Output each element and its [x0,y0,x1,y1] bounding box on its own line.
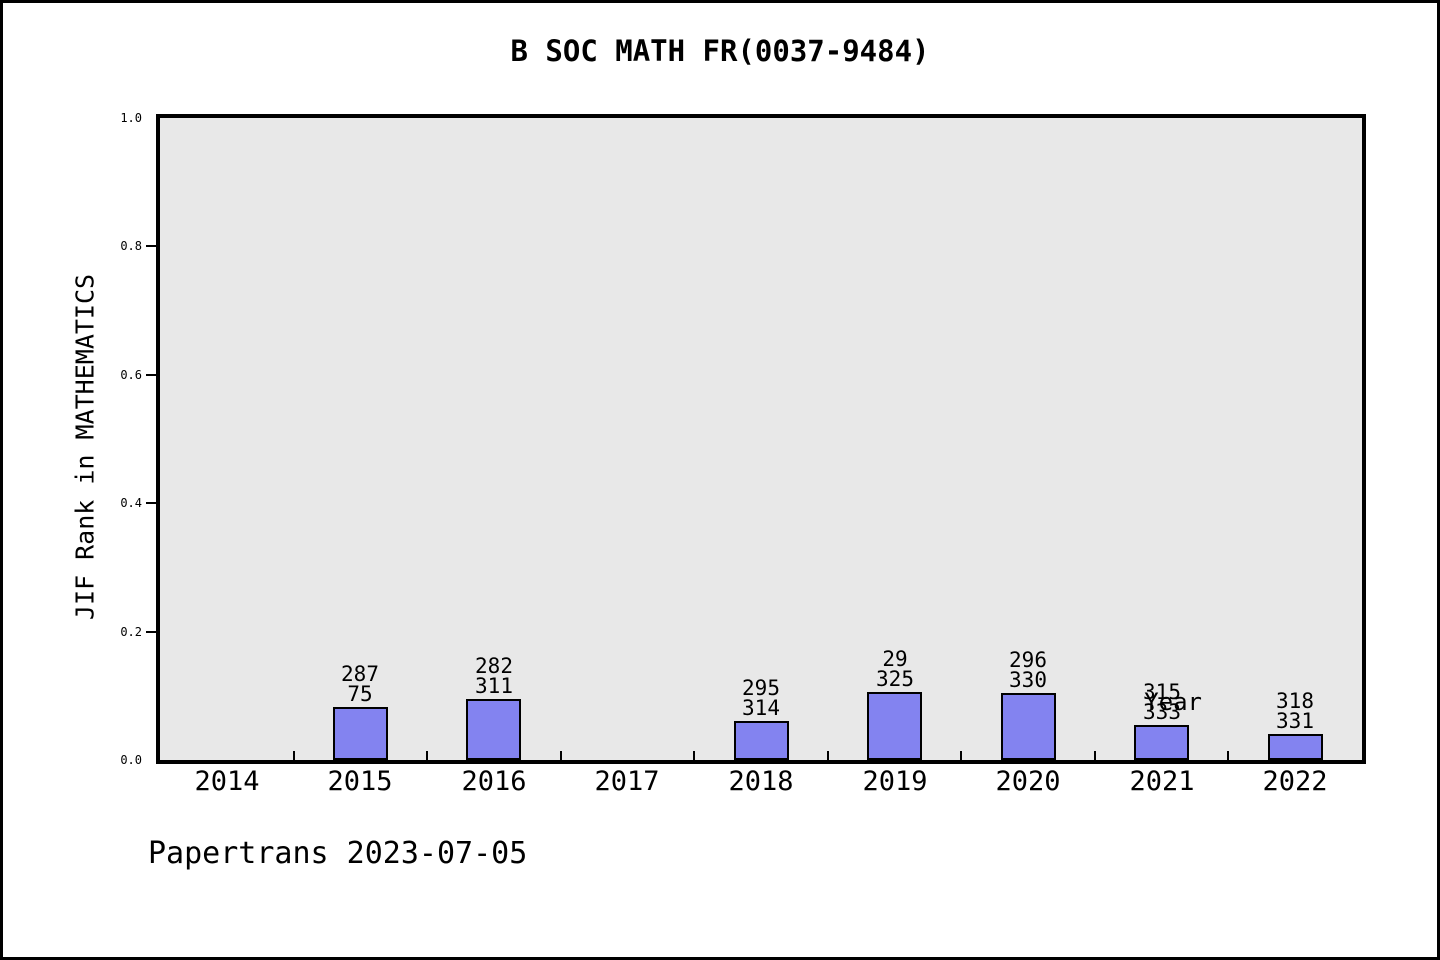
bar-value-label: 282 311 [419,654,569,698]
bar-value-line: 282 [475,654,513,678]
x-boundary-tick [1227,751,1229,760]
y-tick-mark [146,630,160,633]
y-tick-label: 0.2 [120,624,142,639]
bar-value-line: 325 [876,667,914,691]
y-tick-mark [146,502,160,505]
y-tick-label: 0.8 [120,239,142,254]
bar-value-line: 75 [347,682,373,706]
x-boundary-tick [293,751,295,760]
bar-value-line: 333 [1143,700,1181,724]
footer-watermark: Papertrans 2023-07-05 [148,836,528,871]
bar-value-line: 331 [1276,709,1314,733]
x-axis-label: Year [1144,688,1202,716]
x-tick-label: 2019 [862,766,928,797]
bar-2016 [466,699,521,760]
x-boundary-tick [960,751,962,760]
bar-value-line: 318 [1276,689,1314,713]
bar-2015 [333,707,388,760]
x-tick-label: 2015 [327,766,393,797]
bar-value-line: 311 [475,674,513,698]
y-tick-label: 0.6 [120,367,142,382]
bar-2018 [734,721,789,760]
y-tick-label: 0.4 [120,496,142,511]
x-boundary-tick [827,751,829,760]
x-boundary-tick [426,751,428,760]
y-tick-mark [146,373,160,376]
chart-title: B SOC MATH FR(0037-9484) [510,34,930,68]
x-boundary-tick [1094,751,1096,760]
bar-value-line: 315 [1143,680,1181,704]
bar-value-label: 295 314 [686,676,836,720]
bar-value-line: 330 [1009,668,1047,692]
bar-2021 [1134,725,1189,760]
bar-value-label: 315 333 [1087,680,1237,724]
plot-area: 0.0 0.2 0.4 0.6 0.8 1.0 2014 2015 287 75 2016 282 31… [120,111,1366,797]
x-tick-label: 2016 [461,766,527,797]
x-tick-label: 2020 [995,766,1061,797]
y-tick-label: 0.0 [120,753,142,767]
y-tick-label: 1.0 [120,111,142,125]
bar-value-line: 295 [742,676,780,700]
x-tick-label: 2017 [594,766,660,797]
bar-value-label: 296 330 [953,648,1103,692]
bar-value-label: 29 325 [820,647,970,691]
y-axis-label: JIF Rank in MATHEMATICS [70,273,100,621]
x-tick-label: 2022 [1262,766,1328,797]
bar-value-label: 318 331 [1220,689,1370,733]
bar-value-line: 314 [742,696,780,720]
x-boundary-tick [560,751,562,760]
bar-2022 [1268,734,1323,760]
bar-value-line: 29 [882,647,908,671]
x-tick-label: 2021 [1129,766,1195,797]
y-tick-mark [146,245,160,248]
bar-value-line: 296 [1009,648,1047,672]
x-tick-label: 2018 [728,766,794,797]
bar-2020 [1001,693,1056,760]
bar-value-line: 287 [341,662,379,686]
x-tick-label: 2014 [194,766,260,797]
bar-value-label: 287 75 [285,662,435,706]
x-boundary-tick [693,751,695,760]
bar-2019 [867,692,922,760]
